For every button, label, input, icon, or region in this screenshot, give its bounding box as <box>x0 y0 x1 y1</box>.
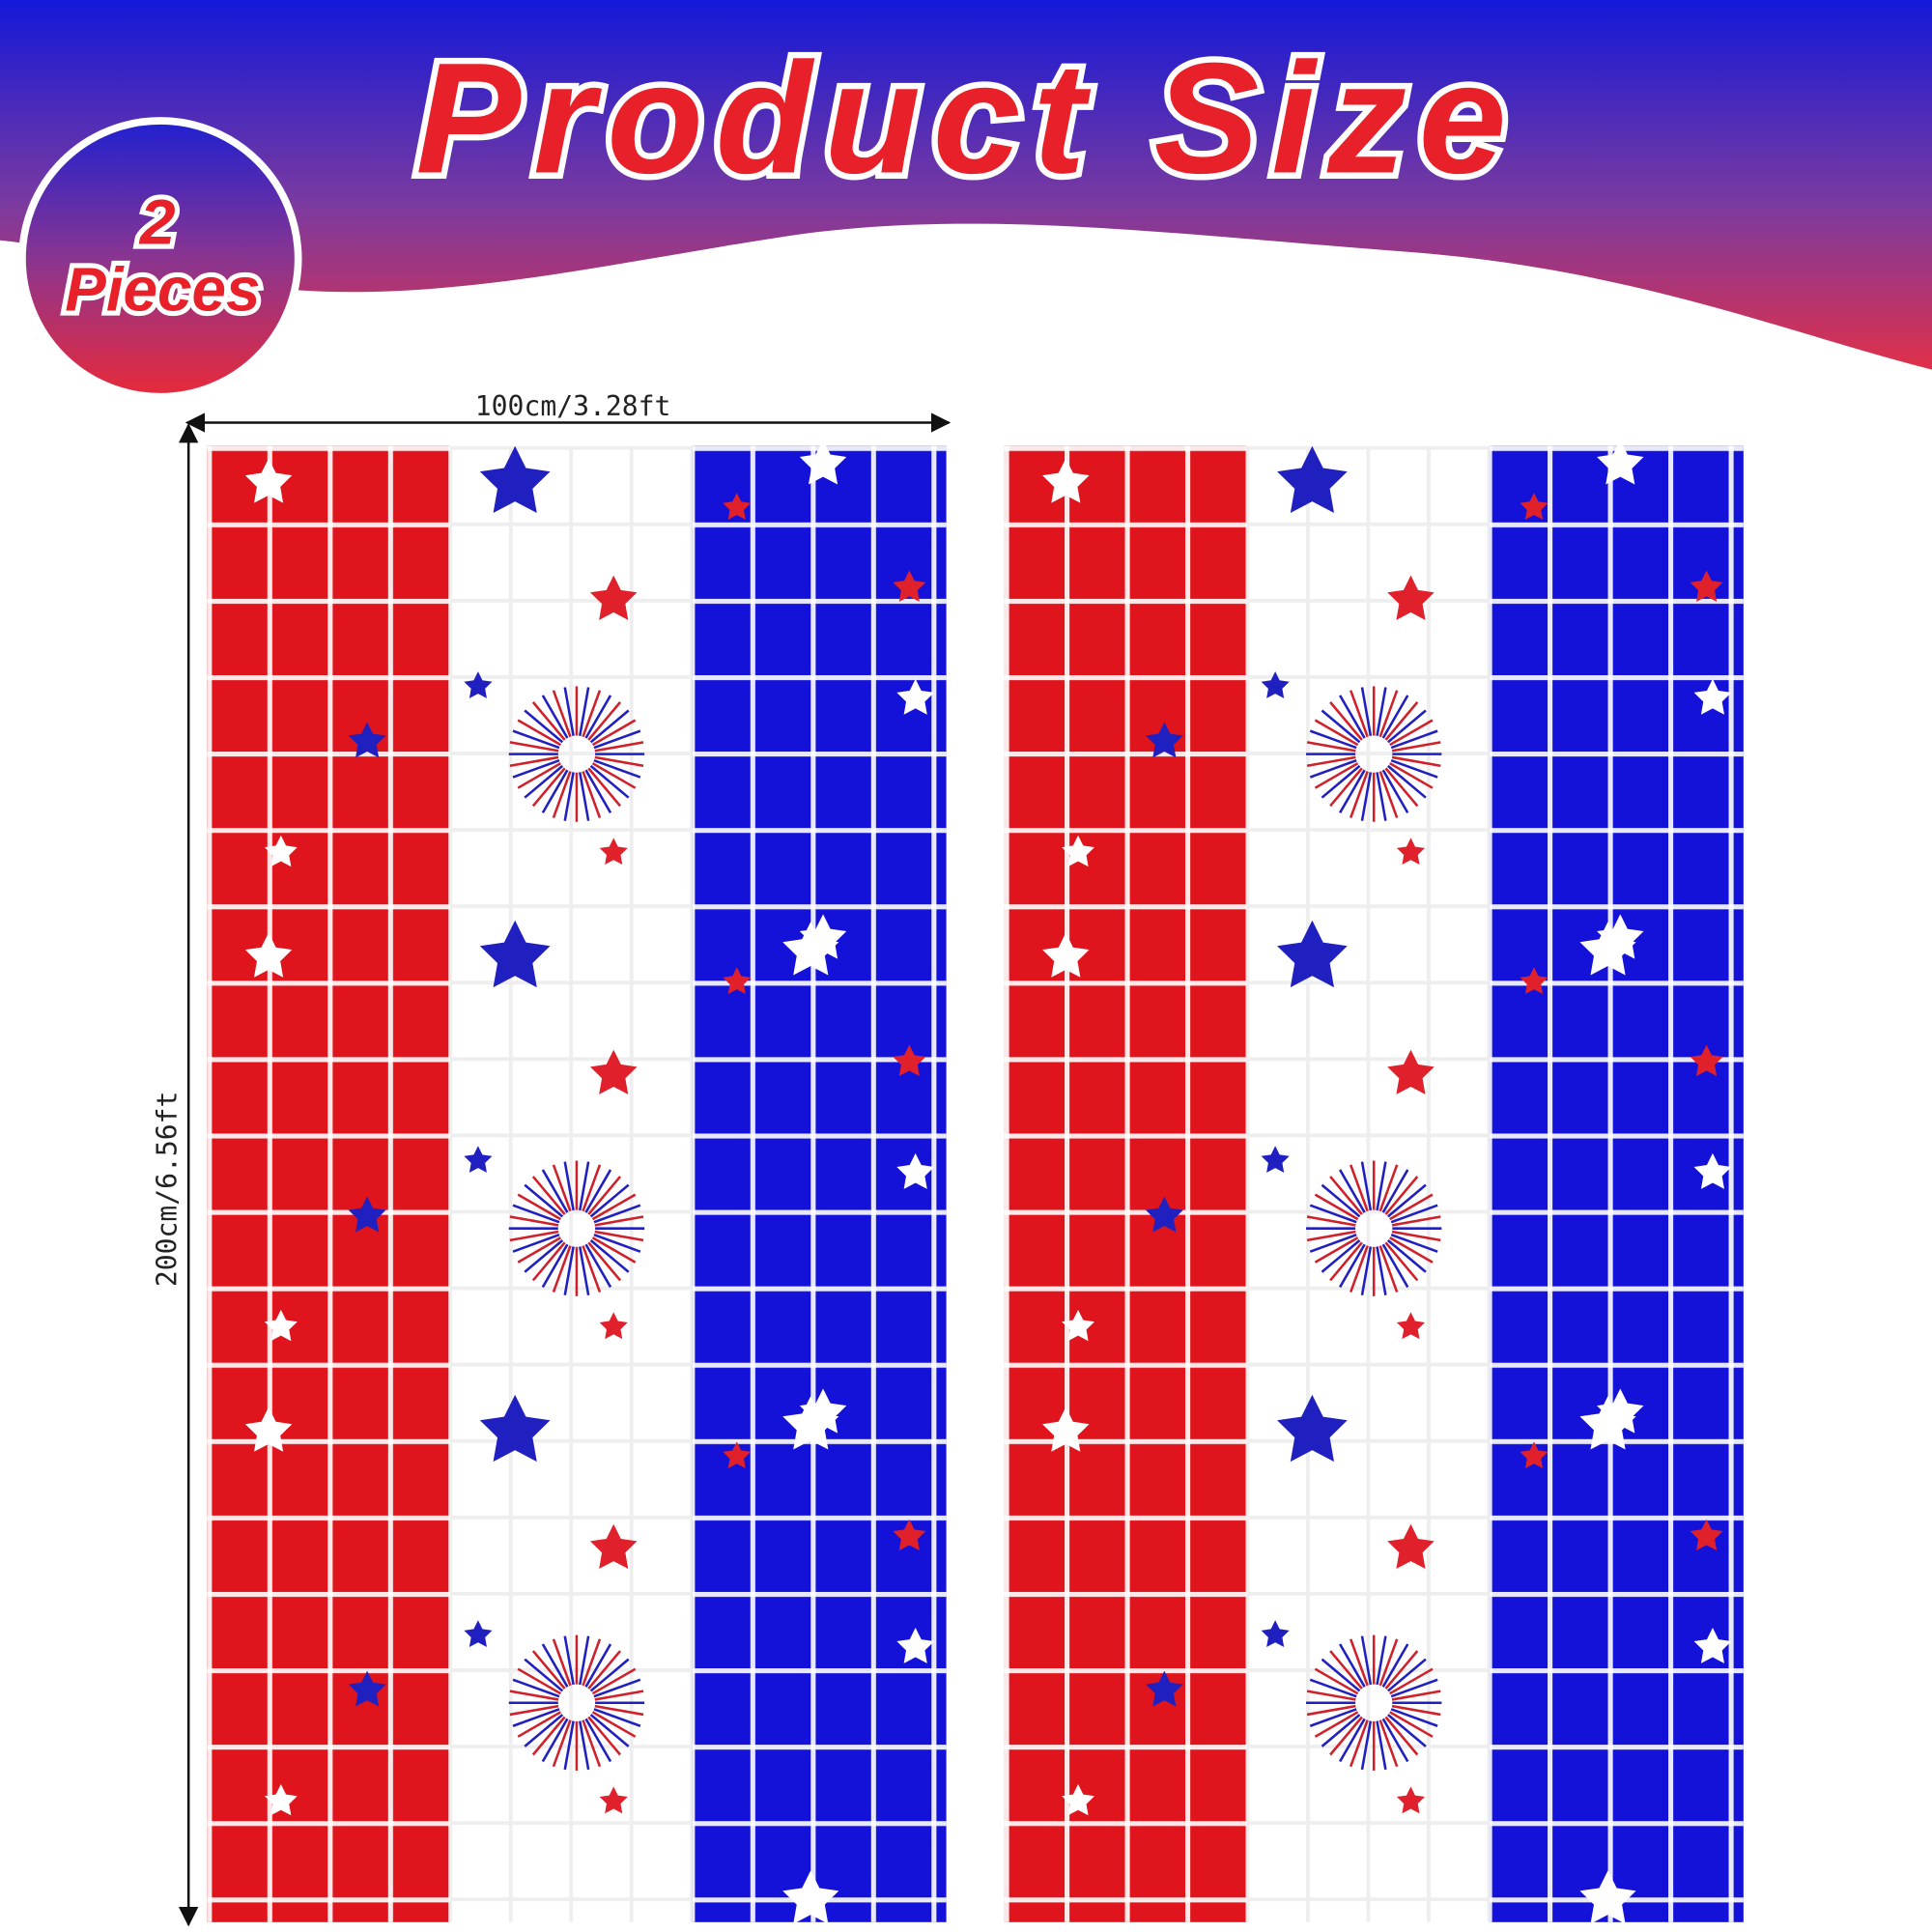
header-band <box>0 0 1932 370</box>
badge <box>18 117 302 401</box>
width-label: 100cm/3.28ft <box>475 390 671 422</box>
curtain-right <box>1005 440 1744 1923</box>
curtain-left <box>207 440 946 1923</box>
badge-label: Pieces <box>65 254 260 324</box>
badge-count: 2 <box>138 187 176 259</box>
height-label: 200cm/6.56ft <box>151 1092 183 1288</box>
title: Product Size <box>415 30 1519 207</box>
